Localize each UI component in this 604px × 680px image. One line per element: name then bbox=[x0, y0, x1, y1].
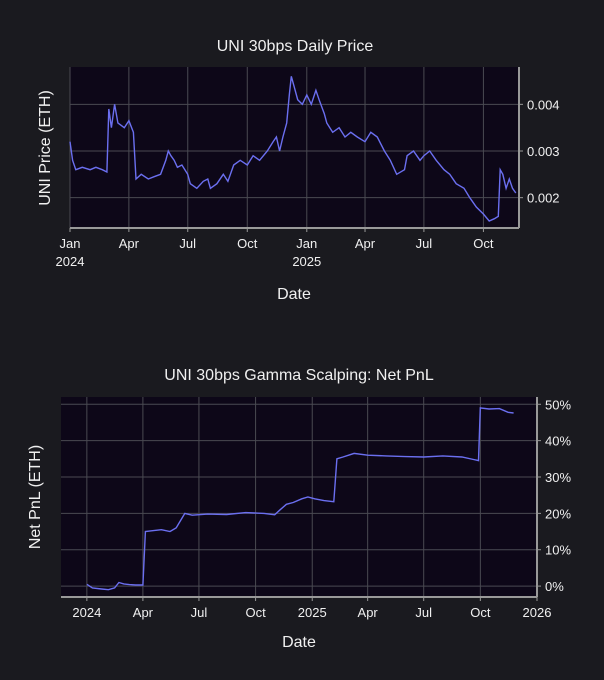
pnl-plot-area bbox=[61, 397, 537, 597]
y-tick-label: 20% bbox=[545, 506, 571, 521]
x-tick-label: Jul bbox=[415, 605, 432, 620]
pnl-grid bbox=[61, 397, 538, 597]
pnl-chart-title: UNI 30bps Gamma Scalping: Net PnL bbox=[164, 367, 434, 384]
y-tick-label: 40% bbox=[545, 434, 571, 449]
x-tick-label: 2024 bbox=[72, 605, 101, 620]
x-tick-label: 2025 bbox=[298, 605, 327, 620]
y-tick-label: 10% bbox=[545, 543, 571, 558]
price-chart-title: UNI 30bps Daily Price bbox=[217, 38, 374, 55]
price-y-axis-label: UNI Price (ETH) bbox=[37, 90, 54, 206]
price-series-line bbox=[69, 76, 517, 222]
pnl-series-line bbox=[86, 407, 514, 591]
pnl-y-ticks: 0% 10% 20% 30% 40% 50% bbox=[537, 397, 571, 594]
pnl-x-ticks: 2024 Apr Jul Oct 2025 Apr Jul Oct 2026 bbox=[72, 597, 551, 620]
price-grid bbox=[69, 67, 519, 228]
x-tick-label: Oct bbox=[245, 605, 266, 620]
y-tick-label: 50% bbox=[545, 397, 571, 412]
price-y-ticks: 0.002 0.003 0.004 bbox=[519, 97, 560, 206]
pnl-chart: UNI 30bps Gamma Scalping: Net PnL 2024 Ap… bbox=[27, 367, 571, 651]
x-tick-year-label: 2024 bbox=[56, 254, 85, 269]
x-tick-label: Apr bbox=[355, 236, 376, 251]
pnl-x-axis-label: Date bbox=[282, 634, 316, 651]
x-tick-label: 2026 bbox=[523, 605, 552, 620]
x-tick-label: Jul bbox=[179, 236, 196, 251]
y-tick-label: 30% bbox=[545, 470, 571, 485]
x-tick-year-label: 2025 bbox=[292, 254, 321, 269]
x-tick-label: Oct bbox=[470, 605, 491, 620]
price-plot-area bbox=[70, 67, 519, 228]
price-x-ticks: Jan 2024 Apr Jul Oct Jan 2025 Apr Jul Oct bbox=[56, 228, 494, 269]
x-tick-label: Jul bbox=[416, 236, 433, 251]
y-tick-label: 0.004 bbox=[527, 97, 560, 112]
pnl-y-axis-label: Net PnL (ETH) bbox=[27, 445, 44, 549]
price-x-axis-label: Date bbox=[277, 286, 311, 303]
x-tick-label: Apr bbox=[133, 605, 154, 620]
x-tick-label: Oct bbox=[237, 236, 258, 251]
x-tick-label: Oct bbox=[473, 236, 494, 251]
x-tick-label: Apr bbox=[358, 605, 379, 620]
x-tick-label: Apr bbox=[119, 236, 140, 251]
x-tick-label: Jul bbox=[191, 605, 208, 620]
x-tick-label: Jan bbox=[296, 236, 317, 251]
x-tick-label: Jan bbox=[60, 236, 81, 251]
y-tick-label: 0.002 bbox=[527, 191, 560, 206]
y-tick-label: 0% bbox=[545, 579, 564, 594]
y-tick-label: 0.003 bbox=[527, 144, 560, 159]
